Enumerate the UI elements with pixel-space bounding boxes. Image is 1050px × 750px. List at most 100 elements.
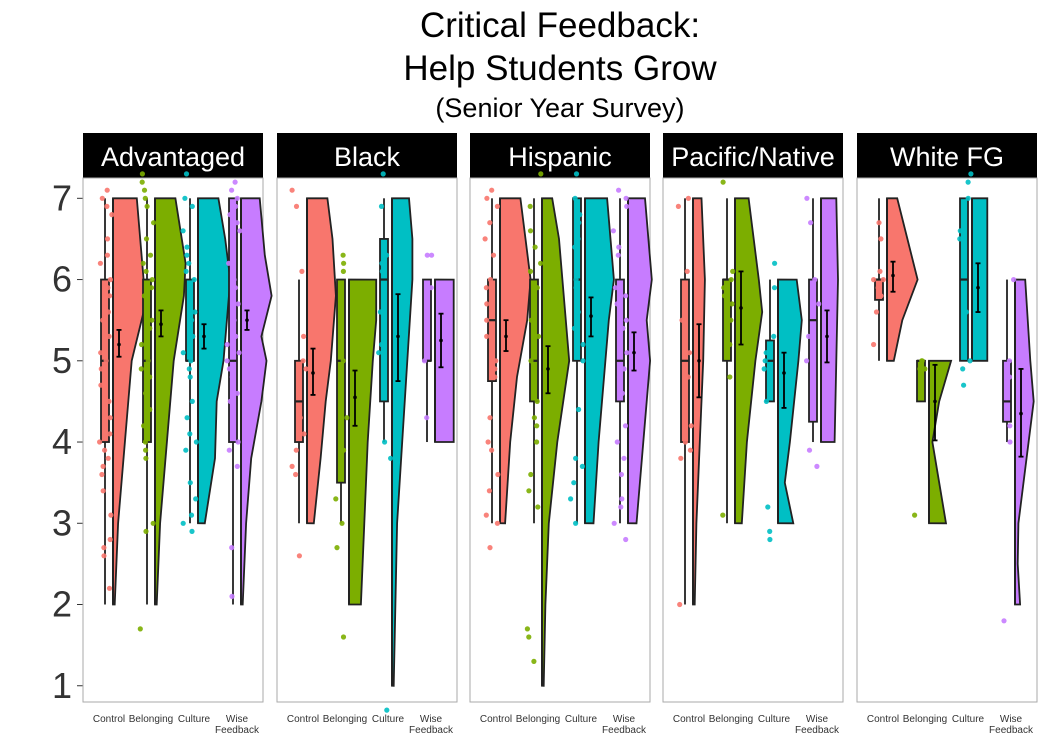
data-point xyxy=(144,203,150,209)
data-point xyxy=(183,447,189,453)
data-point xyxy=(621,455,627,461)
data-point xyxy=(527,203,533,209)
data-point xyxy=(814,463,820,469)
data-point xyxy=(624,203,630,209)
panel-border xyxy=(662,177,844,703)
data-point xyxy=(189,528,195,535)
data-point xyxy=(151,220,157,226)
mean-point xyxy=(739,306,743,310)
x-tick-label: Culture xyxy=(952,714,985,725)
data-point xyxy=(871,341,877,348)
data-point xyxy=(144,301,151,307)
data-point xyxy=(727,374,733,380)
data-point xyxy=(106,398,112,404)
data-point xyxy=(763,398,770,404)
data-point xyxy=(139,341,145,348)
data-point xyxy=(187,480,193,486)
data-point xyxy=(142,439,148,445)
mean-point xyxy=(353,395,357,400)
x-tick-label: Wise xyxy=(1000,714,1023,725)
chart-title-line-2: Help Students Grow xyxy=(403,49,717,88)
x-tick-label: Culture xyxy=(758,714,791,725)
data-point xyxy=(101,553,107,559)
x-tick-label: Feedback xyxy=(602,725,647,736)
data-point xyxy=(767,536,773,543)
data-point xyxy=(620,325,626,331)
data-point xyxy=(143,528,149,535)
data-point xyxy=(534,423,540,429)
mean-point xyxy=(933,399,937,404)
data-point xyxy=(143,447,149,453)
x-tick-label: Culture xyxy=(372,714,405,725)
half-violin xyxy=(928,359,953,525)
data-point xyxy=(189,203,195,209)
data-point xyxy=(109,212,115,218)
data-point xyxy=(107,415,113,421)
mean-point xyxy=(632,350,636,355)
data-point xyxy=(919,358,925,364)
data-point xyxy=(150,520,156,526)
half-violin xyxy=(197,197,232,525)
data-point xyxy=(235,301,241,307)
facet-panel: White FG Control Belonging Culture WiseFeedb… xyxy=(856,133,1038,736)
data-point xyxy=(486,488,492,494)
data-point xyxy=(487,277,494,283)
data-point xyxy=(379,260,385,266)
data-point xyxy=(526,488,532,494)
data-point xyxy=(494,520,500,526)
data-point xyxy=(188,358,194,364)
data-point xyxy=(675,203,682,209)
data-point xyxy=(297,415,303,421)
half-violin xyxy=(692,197,706,606)
x-tick-label: Belonging xyxy=(323,714,367,725)
data-point xyxy=(615,252,621,258)
data-point xyxy=(421,358,428,364)
data-point xyxy=(105,309,111,315)
data-point xyxy=(190,333,196,339)
group-culture: Culture xyxy=(178,171,232,725)
data-point xyxy=(137,626,143,632)
data-point xyxy=(816,301,822,307)
data-point xyxy=(105,285,111,291)
data-point xyxy=(143,390,149,396)
facet-strip xyxy=(470,133,650,178)
data-point xyxy=(720,179,726,185)
data-point xyxy=(806,333,812,339)
data-point xyxy=(495,471,501,478)
data-point xyxy=(187,374,193,380)
x-tick-label: Control xyxy=(867,714,899,725)
data-point xyxy=(193,496,199,502)
data-point xyxy=(107,277,113,283)
x-tick-label: Feedback xyxy=(215,725,260,736)
data-point xyxy=(532,244,538,250)
data-point xyxy=(100,317,106,323)
data-point xyxy=(728,317,734,323)
data-point xyxy=(344,415,350,421)
data-point xyxy=(388,455,394,461)
data-point xyxy=(877,268,883,274)
data-point xyxy=(339,520,345,526)
data-point xyxy=(484,301,490,307)
data-point xyxy=(957,228,963,234)
group-control: Control xyxy=(673,195,706,725)
data-point xyxy=(618,471,625,478)
data-point xyxy=(576,220,582,226)
data-point xyxy=(573,171,580,177)
data-point xyxy=(490,252,497,258)
group-control: Control xyxy=(867,197,919,725)
half-violin xyxy=(541,197,571,687)
data-point xyxy=(489,447,495,453)
data-point xyxy=(233,333,239,339)
data-point xyxy=(580,341,586,348)
facet-panel: Advantaged Control Belonging Culture WiseFee… xyxy=(82,133,273,736)
data-point xyxy=(107,431,113,437)
panel-border xyxy=(469,177,651,703)
data-point xyxy=(103,358,109,364)
group-culture: Culture xyxy=(565,171,615,725)
data-point xyxy=(528,471,534,478)
data-point xyxy=(485,439,491,445)
data-point xyxy=(535,504,541,510)
x-tick-label: Wise xyxy=(806,714,829,725)
half-violin xyxy=(112,197,145,606)
